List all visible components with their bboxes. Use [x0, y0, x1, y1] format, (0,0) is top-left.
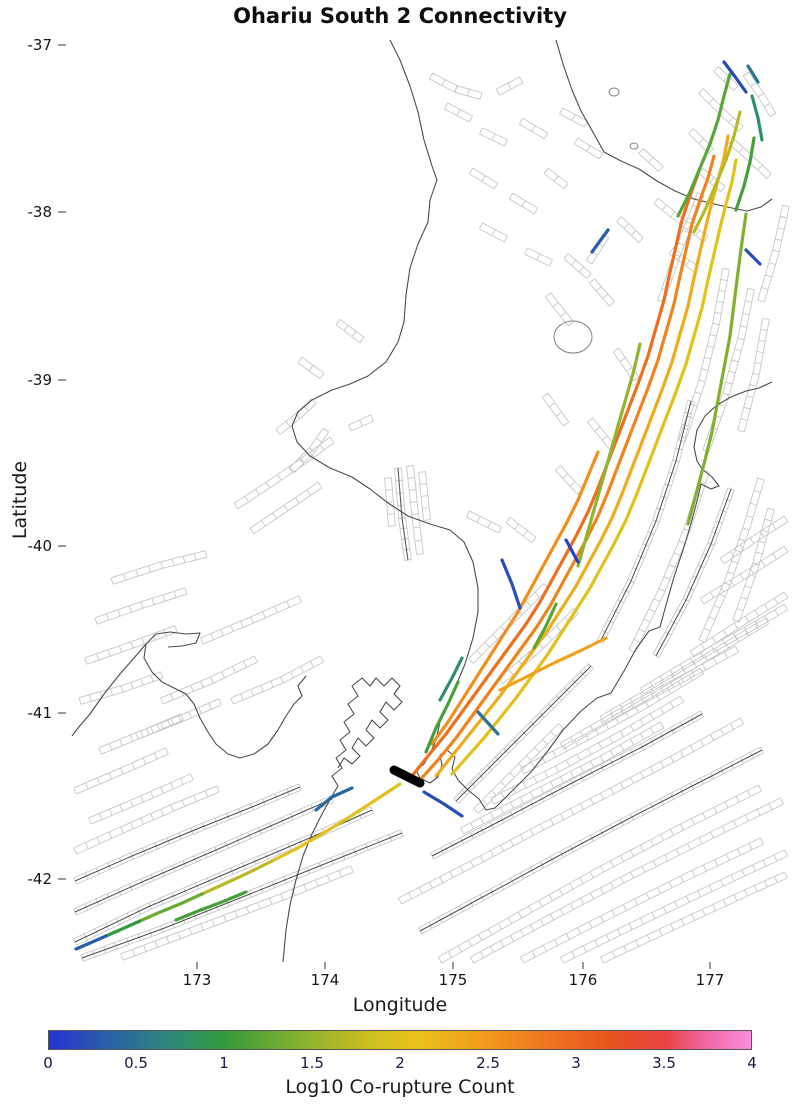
- rupture-trace: [686, 212, 748, 526]
- colorbar-tick-label: 2: [395, 1054, 405, 1072]
- colorbar-tick-label: 3: [571, 1054, 581, 1072]
- colorbar-tick-label: 2.5: [476, 1054, 500, 1072]
- y-tick-label: -37: [28, 36, 53, 54]
- rupture-trace: [138, 892, 204, 923]
- rupture-trace: [590, 228, 610, 254]
- colorbar-tick-label: 0: [43, 1054, 53, 1072]
- fault-network-gray: [73, 66, 790, 964]
- colorbar-tick-label: 1: [219, 1054, 229, 1072]
- rupture-trace: [200, 859, 274, 896]
- lake-outline: [553, 320, 593, 354]
- map-plot: 173 174 175 176 177 -37 -38 -39 -40 -41 -42: [28, 36, 790, 989]
- rupture-trace: [104, 919, 142, 938]
- rupture-trace: [576, 342, 642, 568]
- rupture-trace: [500, 558, 522, 610]
- x-tick-label: 174: [311, 971, 340, 989]
- rupture-trace: [74, 934, 108, 951]
- chart-title: Ohariu South 2 Connectivity: [233, 4, 567, 28]
- rupture-trace: [174, 890, 248, 922]
- highlight-fault-ohariu-south-2: [389, 765, 425, 788]
- rupture-trace: [676, 72, 732, 218]
- rupture-trace: [744, 248, 762, 266]
- lake-outline: [608, 87, 620, 97]
- colorbar-tick-label: 1.5: [300, 1054, 324, 1072]
- colorbar-tick-label: 3.5: [652, 1054, 676, 1072]
- rupture-trace: [424, 680, 460, 754]
- y-tick-label: -41: [28, 704, 53, 722]
- rupture-trace: [722, 60, 748, 94]
- colorbar-tick-label: 0.5: [124, 1054, 148, 1072]
- rupture-trace: [498, 636, 608, 692]
- rupture-trace: [692, 110, 742, 234]
- y-tick-label: -40: [28, 537, 53, 555]
- rupture-trace: [314, 786, 354, 812]
- lake-outline: [629, 142, 639, 150]
- colorbar-gradient: [48, 1030, 752, 1050]
- x-tick-label: 175: [439, 971, 468, 989]
- rupture-trace: [418, 154, 716, 782]
- x-axis-label: Longitude: [352, 994, 448, 1016]
- y-axis-label: Latitude: [9, 460, 31, 540]
- rupture-trace: [476, 710, 500, 736]
- rupture-trace: [422, 790, 464, 818]
- rupture-trace: [270, 782, 402, 863]
- rupture-trace: [410, 172, 700, 778]
- fault-network-dark: [74, 400, 763, 959]
- colorbar-tick-label: 4: [747, 1054, 757, 1072]
- x-tick-label: 177: [696, 971, 725, 989]
- rupture-trace: [564, 538, 580, 564]
- y-tick-label: -38: [28, 203, 53, 221]
- rupture-trace: [750, 94, 764, 142]
- rupture-trace: [450, 158, 738, 776]
- colorbar-label: Log10 Co-rupture Count: [285, 1076, 515, 1098]
- y-tick-label: -39: [28, 371, 53, 389]
- x-tick-label: 173: [183, 971, 212, 989]
- rupture-trace: [430, 450, 600, 746]
- rupture-trace: [746, 64, 760, 84]
- colorbar-ticks: 0 0.5 1 1.5 2 2.5 3 3.5 4: [43, 1054, 757, 1074]
- rupture-trace: [438, 656, 464, 702]
- y-tick-label: -42: [28, 870, 53, 888]
- rupture-trace: [532, 602, 558, 650]
- rupture-trace: [734, 136, 756, 212]
- x-tick-label: 176: [569, 971, 598, 989]
